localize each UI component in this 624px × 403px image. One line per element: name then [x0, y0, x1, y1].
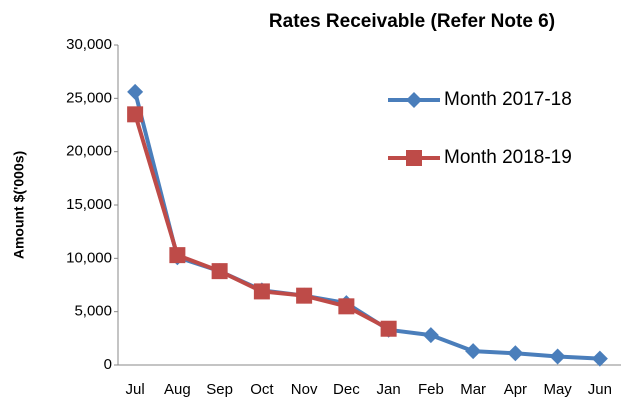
x-tick-label: Feb: [418, 381, 444, 398]
y-tick-label: 0: [104, 356, 112, 373]
y-tick-label: 20,000: [66, 143, 112, 160]
data-point: [591, 350, 608, 367]
data-point: [296, 287, 313, 304]
data-point: [127, 83, 144, 100]
x-tick-label: Jun: [588, 381, 612, 398]
y-tick-label: 25,000: [66, 89, 112, 106]
data-point: [465, 343, 482, 360]
data-point: [169, 247, 186, 264]
y-tick-label: 10,000: [66, 249, 112, 266]
x-tick-label: Jul: [126, 381, 145, 398]
data-point: [507, 345, 524, 362]
legend-label: Month 2018-19: [444, 147, 572, 168]
data-point: [338, 298, 355, 315]
x-tick-label: Aug: [164, 381, 191, 398]
y-tick-label: 30,000: [66, 36, 112, 53]
data-point: [253, 283, 270, 300]
chart-title: Rates Receivable (Refer Note 6): [269, 11, 555, 32]
data-point: [127, 106, 144, 123]
x-tick-label: Sep: [206, 381, 233, 398]
data-point: [211, 263, 228, 280]
x-tick-label: Dec: [333, 381, 360, 398]
x-tick-label: May: [543, 381, 572, 398]
x-tick-label: Oct: [250, 381, 274, 398]
data-point: [549, 348, 566, 365]
x-tick-label: Nov: [291, 381, 318, 398]
y-tick-label: 15,000: [66, 196, 112, 213]
data-point: [422, 327, 439, 344]
x-tick-label: Jan: [377, 381, 401, 398]
x-tick-label: Apr: [504, 381, 527, 398]
y-axis-label: Amount $('000s): [11, 151, 27, 259]
y-tick-label: 5,000: [74, 303, 112, 320]
legend-label: Month 2017-18: [444, 89, 572, 110]
data-point: [380, 320, 397, 337]
legend-marker: [406, 92, 422, 108]
x-tick-label: Mar: [460, 381, 486, 398]
legend-marker: [406, 150, 422, 166]
